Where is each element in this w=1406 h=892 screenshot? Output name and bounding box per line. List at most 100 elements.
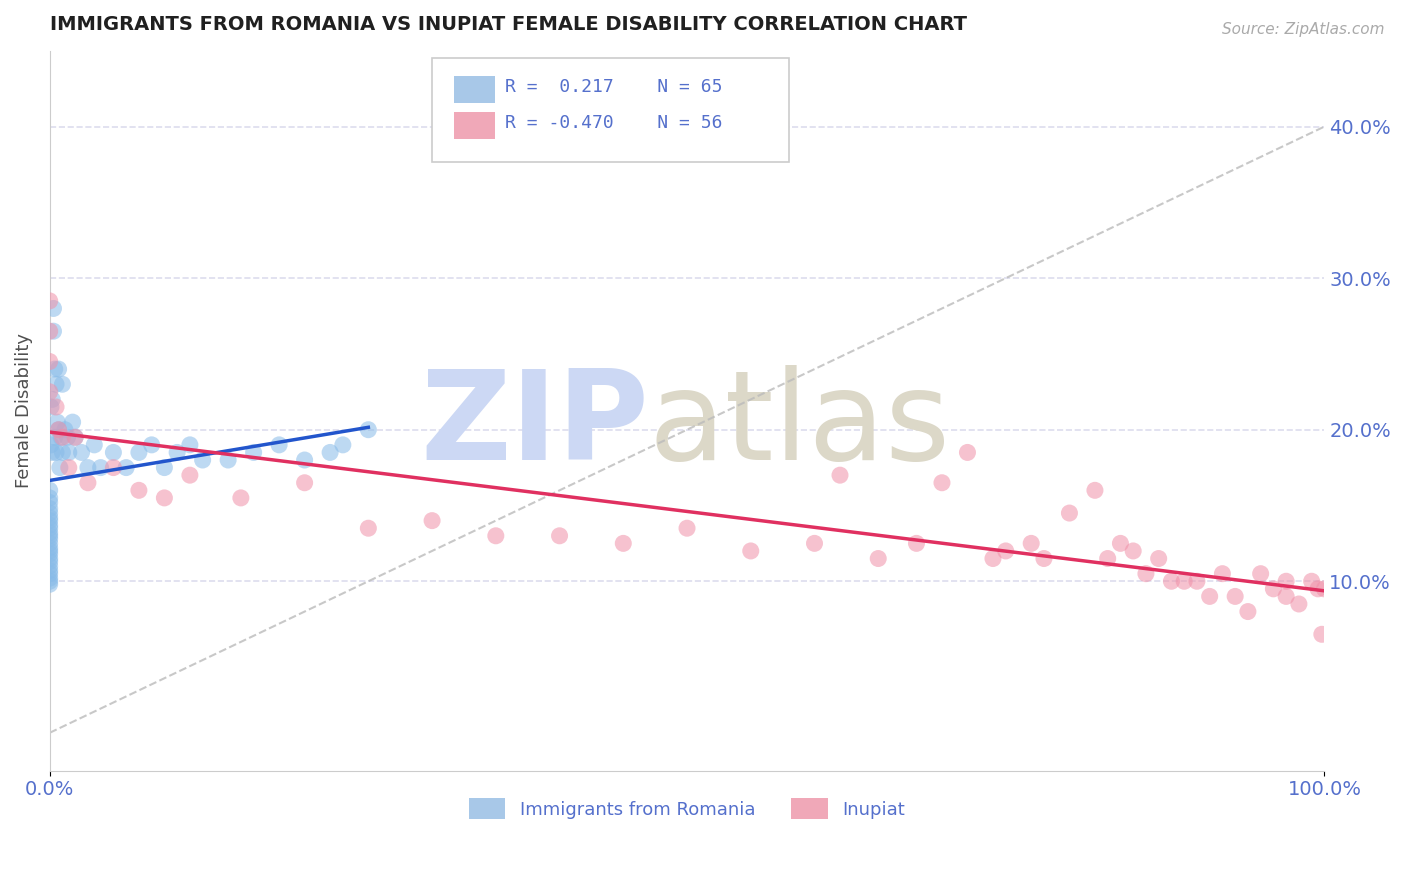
Point: [51, 430, 73, 444]
Point: [51, 445, 73, 459]
Point: [42, 324, 65, 338]
Point: [828, 468, 851, 483]
Point: [70, 445, 93, 459]
Point: [1032, 551, 1054, 566]
Point: [63, 430, 86, 444]
Point: [56, 430, 79, 444]
Point: [294, 453, 316, 467]
Point: [45, 400, 67, 414]
Point: [38, 532, 60, 546]
Point: [44, 362, 66, 376]
Point: [905, 536, 928, 550]
Point: [46, 415, 69, 429]
Point: [1019, 536, 1042, 550]
Point: [357, 521, 380, 535]
Point: [49, 430, 72, 444]
Point: [179, 438, 201, 452]
Point: [1211, 566, 1233, 581]
Point: [1288, 597, 1310, 611]
Point: [58, 460, 80, 475]
Point: [179, 468, 201, 483]
Point: [48, 423, 70, 437]
Point: [38, 518, 60, 533]
Point: [42, 301, 65, 316]
Point: [612, 536, 634, 550]
Point: [153, 491, 176, 505]
Text: IMMIGRANTS FROM ROMANIA VS INUPIAT FEMALE DISABILITY CORRELATION CHART: IMMIGRANTS FROM ROMANIA VS INUPIAT FEMAL…: [49, 15, 967, 34]
Point: [1263, 582, 1285, 596]
Point: [38, 536, 60, 550]
Point: [41, 392, 63, 407]
Point: [166, 445, 188, 459]
Point: [242, 445, 264, 459]
Point: [83, 438, 105, 452]
Point: [1059, 506, 1081, 520]
Point: [77, 460, 100, 475]
Point: [38, 525, 60, 540]
Point: [38, 547, 60, 561]
Point: [1185, 574, 1208, 589]
Point: [38, 574, 60, 589]
Point: [38, 555, 60, 569]
Point: [956, 445, 979, 459]
Point: [38, 529, 60, 543]
Point: [191, 453, 214, 467]
Point: [1223, 590, 1246, 604]
Point: [1109, 536, 1132, 550]
Point: [994, 544, 1017, 558]
Point: [485, 529, 508, 543]
Point: [38, 501, 60, 516]
Point: [868, 551, 890, 566]
Point: [38, 559, 60, 574]
Point: [1301, 574, 1323, 589]
Point: [103, 460, 125, 475]
Point: [548, 529, 571, 543]
Point: [48, 362, 70, 376]
Point: [77, 475, 100, 490]
Point: [38, 483, 60, 498]
Point: [103, 445, 125, 459]
Point: [269, 438, 291, 452]
Point: [1275, 590, 1298, 604]
Point: [38, 541, 60, 555]
Point: [38, 495, 60, 509]
FancyBboxPatch shape: [432, 58, 789, 162]
Point: [1097, 551, 1119, 566]
Point: [90, 460, 112, 475]
Point: [128, 483, 150, 498]
Point: [1275, 574, 1298, 589]
Text: R =  0.217    N = 65: R = 0.217 N = 65: [505, 78, 723, 95]
Text: atlas: atlas: [648, 365, 950, 485]
Point: [1147, 551, 1170, 566]
Point: [39, 438, 62, 452]
Point: [294, 475, 316, 490]
Point: [38, 510, 60, 524]
Point: [38, 564, 60, 578]
Point: [1084, 483, 1107, 498]
Point: [1237, 605, 1260, 619]
Point: [1135, 566, 1157, 581]
Y-axis label: Female Disability: Female Disability: [15, 334, 32, 488]
Point: [48, 423, 70, 437]
Point: [153, 460, 176, 475]
Point: [51, 377, 73, 392]
Point: [45, 377, 67, 392]
Point: [1310, 627, 1333, 641]
Point: [39, 400, 62, 414]
Point: [1306, 582, 1329, 596]
Point: [63, 430, 86, 444]
Point: [1198, 590, 1220, 604]
Point: [38, 506, 60, 520]
Point: [38, 491, 60, 505]
Point: [38, 577, 60, 591]
Point: [38, 544, 60, 558]
Point: [38, 514, 60, 528]
Point: [38, 571, 60, 585]
Point: [58, 445, 80, 459]
Point: [332, 438, 354, 452]
Point: [420, 514, 443, 528]
Point: [128, 445, 150, 459]
Point: [931, 475, 953, 490]
Bar: [454, 76, 495, 103]
Point: [38, 521, 60, 535]
